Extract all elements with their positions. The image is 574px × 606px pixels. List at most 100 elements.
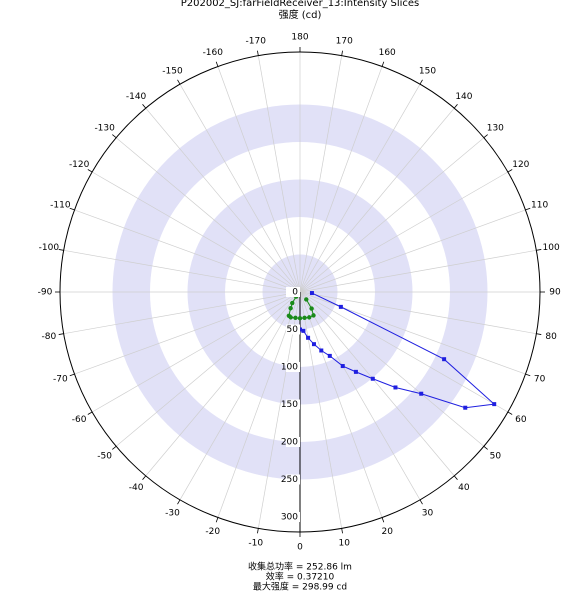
data-point xyxy=(442,357,447,362)
spoke xyxy=(299,249,537,293)
r-tick-label: 300 xyxy=(281,513,298,523)
theta-tick xyxy=(58,333,64,335)
theta-tick xyxy=(215,61,219,67)
theta-tick xyxy=(483,445,488,450)
spoke xyxy=(299,171,509,293)
theta-tick-label: 110 xyxy=(531,200,548,210)
spoke xyxy=(91,291,301,413)
chart-title: P202002_SJ:farFieldReceiver_13:Intensity… xyxy=(181,0,420,9)
theta-tick-label: -120 xyxy=(69,160,90,170)
data-point xyxy=(288,306,293,311)
theta-tick-label: 30 xyxy=(422,508,434,518)
data-point xyxy=(419,391,424,396)
theta-tick xyxy=(507,411,513,415)
theta-tick xyxy=(177,79,181,85)
data-point xyxy=(290,300,295,306)
theta-tick-label: 120 xyxy=(512,160,529,170)
r-tick-label-bg xyxy=(286,287,300,297)
spoke xyxy=(299,291,485,447)
data-point xyxy=(301,328,306,333)
spoke xyxy=(299,291,421,501)
theta-tick-label: -170 xyxy=(246,36,267,46)
theta-tick-label: 70 xyxy=(534,375,546,385)
theta-tick-label: 60 xyxy=(515,415,527,425)
r-tick-label-bg xyxy=(286,474,300,485)
data-point xyxy=(293,315,298,321)
theta-tick-label: 80 xyxy=(545,332,557,342)
theta-tick-label: 50 xyxy=(490,451,502,461)
r-tick-label: 150 xyxy=(281,400,298,410)
theta-tick-label: 180 xyxy=(291,33,308,43)
plot-area xyxy=(286,291,497,410)
theta-tick xyxy=(453,104,458,109)
theta-tick xyxy=(381,517,385,523)
theta-tick-label: -140 xyxy=(126,92,147,102)
spoke xyxy=(299,291,455,477)
spoke xyxy=(179,83,301,293)
theta-tick xyxy=(112,134,117,139)
theta-tick xyxy=(536,333,542,335)
theta-tick-label: 10 xyxy=(339,539,351,549)
theta-tick xyxy=(257,528,259,534)
data-point xyxy=(307,315,312,320)
data-point xyxy=(297,316,303,321)
theta-tick-label: -90 xyxy=(38,288,53,298)
theta-tick xyxy=(525,207,531,211)
data-point xyxy=(353,369,358,374)
theta-tick xyxy=(87,169,93,173)
r-tick-label-bg xyxy=(286,399,300,410)
theta-tick xyxy=(142,475,147,480)
data-point xyxy=(327,353,332,358)
theta-tick xyxy=(257,50,259,56)
data-point xyxy=(492,402,497,407)
r-tick-label-bg xyxy=(286,362,300,372)
footer-line: 最大强度 = 298.99 cd xyxy=(253,581,347,593)
theta-tick xyxy=(483,134,488,139)
spoke xyxy=(299,291,537,335)
data-point xyxy=(338,304,343,309)
theta-tick-label: -70 xyxy=(53,375,68,385)
theta-tick xyxy=(341,528,343,534)
r-tick-label-bg xyxy=(286,512,300,522)
spoke xyxy=(179,291,301,501)
footer-line: 效率 = 0.37210 xyxy=(266,571,335,583)
theta-tick-label: -20 xyxy=(205,527,220,537)
spoke xyxy=(217,66,301,293)
data-point xyxy=(370,376,375,381)
data-point xyxy=(309,291,314,296)
spoke xyxy=(299,209,526,293)
spoke xyxy=(145,291,301,477)
theta-tick xyxy=(215,517,219,523)
theta-tick-label: 150 xyxy=(419,67,436,77)
spoke xyxy=(299,66,383,293)
theta-tick xyxy=(453,475,458,480)
theta-tick xyxy=(381,61,385,67)
footer-line: 收集总功率 = 252.86 lm xyxy=(248,561,352,573)
theta-tick-label: 0 xyxy=(297,543,303,553)
theta-tick xyxy=(525,373,531,377)
r-tick-label: 100 xyxy=(281,363,298,373)
theta-tick xyxy=(87,411,93,415)
spoke xyxy=(74,291,301,375)
data-point xyxy=(304,297,309,302)
theta-tick-label: -10 xyxy=(248,539,263,549)
data-point xyxy=(463,405,468,410)
theta-tick-label: 170 xyxy=(336,36,353,46)
spoke xyxy=(299,291,509,413)
theta-tick-label: -50 xyxy=(97,451,112,461)
theta-tick-label: -30 xyxy=(165,508,180,518)
theta-tick xyxy=(69,373,75,377)
theta-tick xyxy=(177,499,181,505)
theta-tick-label: 20 xyxy=(381,527,393,537)
spoke xyxy=(299,137,485,293)
theta-tick xyxy=(507,169,513,173)
theta-tick-label: -130 xyxy=(94,124,115,134)
spoke xyxy=(257,55,301,293)
theta-tick-label: 160 xyxy=(379,48,396,58)
data-point xyxy=(309,306,314,311)
data-point xyxy=(302,315,307,321)
theta-tick-label: -110 xyxy=(50,200,71,210)
spoke xyxy=(299,107,455,293)
theta-tick-label: -100 xyxy=(39,243,60,253)
theta-tick-label: -150 xyxy=(162,67,183,77)
